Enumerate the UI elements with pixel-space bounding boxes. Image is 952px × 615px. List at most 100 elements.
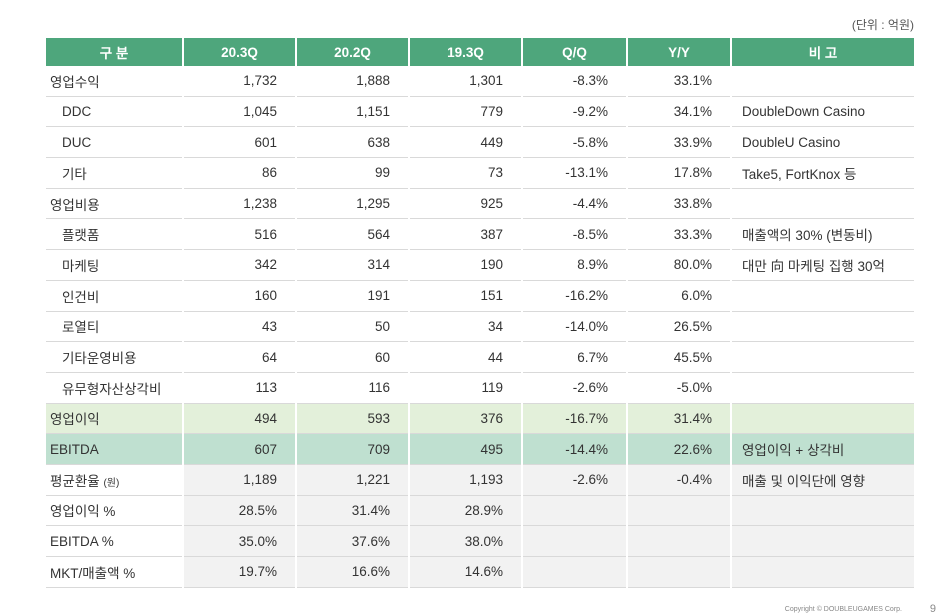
note-cell: [730, 188, 914, 220]
table-row: 로열티 43 50 34 -14.0% 26.5%: [46, 311, 914, 343]
row-label-text: 기타: [62, 166, 87, 182]
value-cell: 31.4%: [295, 495, 409, 527]
value-cell: [521, 556, 627, 588]
note-cell: [730, 525, 914, 557]
row-label-text: 영업이익: [50, 412, 100, 428]
value-cell: -14.4%: [521, 433, 627, 465]
value-cell: -8.5%: [521, 218, 627, 251]
row-label-suffix: (원): [103, 477, 120, 489]
value-cell: 1,888: [295, 66, 409, 97]
row-label-text: 인건비: [62, 289, 100, 305]
note-cell: Take5, FortKnox 등: [730, 157, 914, 189]
value-cell: 16.6%: [295, 556, 409, 588]
row-label-text: DDC: [62, 104, 92, 120]
value-cell: -5.0%: [626, 372, 731, 404]
value-cell: 116: [295, 372, 409, 404]
table-row: EBITDA % 35.0% 37.6% 38.0%: [46, 525, 914, 557]
value-cell: 601: [182, 126, 296, 159]
column-header: 구 분: [46, 38, 183, 66]
row-label-text: 영업수익: [50, 74, 100, 90]
value-cell: 6.7%: [521, 341, 627, 373]
value-cell: 43: [182, 311, 296, 343]
value-cell: 8.9%: [521, 249, 627, 281]
note-cell: [730, 556, 914, 588]
table-row: 기타 86 99 73 -13.1% 17.8% Take5, FortKnox 등: [46, 157, 914, 189]
value-cell: 19.7%: [182, 556, 296, 588]
value-cell: [626, 495, 731, 527]
value-cell: 1,189: [182, 464, 296, 496]
value-cell: 342: [182, 249, 296, 281]
unit-label: (단위 : 억원): [851, 18, 914, 32]
row-label: 기타: [46, 157, 183, 189]
value-cell: 99: [295, 157, 409, 189]
value-cell: 22.6%: [626, 433, 731, 465]
value-cell: [521, 525, 627, 557]
value-cell: 86: [182, 157, 296, 189]
table-row: 영업이익 % 28.5% 31.4% 28.9%: [46, 495, 914, 527]
value-cell: 33.9%: [626, 126, 731, 159]
note-cell: DoubleDown Casino: [730, 96, 914, 128]
value-cell: 73: [408, 157, 522, 189]
row-label-text: 마케팅: [62, 258, 100, 274]
value-cell: -16.2%: [521, 280, 627, 312]
row-label: 기타운영비용: [46, 341, 183, 373]
column-header: 비 고: [730, 38, 914, 66]
note-cell: [730, 341, 914, 373]
value-cell: 593: [295, 403, 409, 435]
column-header: 20.2Q: [295, 38, 409, 66]
value-cell: 1,221: [295, 464, 409, 496]
value-cell: 516: [182, 218, 296, 251]
value-cell: 1,045: [182, 96, 296, 128]
row-label: 영업수익: [46, 66, 183, 97]
note-cell: [730, 403, 914, 435]
table-row: 마케팅 342 314 190 8.9% 80.0% 대만 向 마케팅 집행 30억: [46, 249, 914, 281]
value-cell: 64: [182, 341, 296, 373]
financial-table: 구 분 20.3Q 20.2Q 19.3Q Q/Q Y/Y 비 고 영업수익 1,…: [46, 38, 914, 588]
value-cell: 494: [182, 403, 296, 435]
row-label: 로열티: [46, 311, 183, 343]
value-cell: 495: [408, 433, 522, 465]
table-row: EBITDA 607 709 495 -14.4% 22.6% 영업이익 + 상각비: [46, 433, 914, 465]
row-label: DUC: [46, 126, 183, 159]
table-row: 평균환율 (원) 1,189 1,221 1,193 -2.6% -0.4% 매출 및 이익…: [46, 464, 914, 496]
value-cell: 387: [408, 218, 522, 251]
row-label-text: 영업이익 %: [50, 504, 116, 520]
page-number: 9: [929, 603, 936, 615]
note-cell: 매출 및 이익단에 영향: [730, 464, 914, 496]
note-cell: [730, 311, 914, 343]
value-cell: 14.6%: [408, 556, 522, 588]
table-row: 기타운영비용 64 60 44 6.7% 45.5%: [46, 341, 914, 373]
value-cell: 80.0%: [626, 249, 731, 281]
table-row: DUC 601 638 449 -5.8% 33.9% DoubleU Casino: [46, 126, 914, 159]
row-label: 유무형자산상각비: [46, 372, 183, 404]
row-label-text: 플랫폼: [62, 228, 100, 244]
row-label: 인건비: [46, 280, 183, 312]
row-label: 평균환율 (원): [46, 464, 183, 496]
value-cell: 191: [295, 280, 409, 312]
value-cell: 28.9%: [408, 495, 522, 527]
value-cell: 638: [295, 126, 409, 159]
value-cell: 925: [408, 188, 522, 220]
value-cell: [521, 495, 627, 527]
value-cell: -13.1%: [521, 157, 627, 189]
row-label-text: 영업비용: [50, 197, 100, 213]
row-label: 마케팅: [46, 249, 183, 281]
note-cell: 영업이익 + 상각비: [730, 433, 914, 465]
value-cell: -0.4%: [626, 464, 731, 496]
row-label-text: 유무형자산상각비: [62, 381, 162, 397]
row-label: EBITDA: [46, 433, 183, 465]
value-cell: 1,301: [408, 66, 522, 97]
value-cell: 1,295: [295, 188, 409, 220]
value-cell: 709: [295, 433, 409, 465]
value-cell: 33.1%: [626, 66, 731, 97]
table-header-row: 구 분 20.3Q 20.2Q 19.3Q Q/Q Y/Y 비 고: [46, 38, 914, 66]
value-cell: 6.0%: [626, 280, 731, 312]
value-cell: 190: [408, 249, 522, 281]
value-cell: 28.5%: [182, 495, 296, 527]
row-label: 플랫폼: [46, 218, 183, 251]
table-row: 영업수익 1,732 1,888 1,301 -8.3% 33.1%: [46, 66, 914, 97]
table-row: 인건비 160 191 151 -16.2% 6.0%: [46, 280, 914, 312]
row-label: 영업비용: [46, 188, 183, 220]
value-cell: 34.1%: [626, 96, 731, 128]
row-label-text: DUC: [62, 134, 92, 150]
